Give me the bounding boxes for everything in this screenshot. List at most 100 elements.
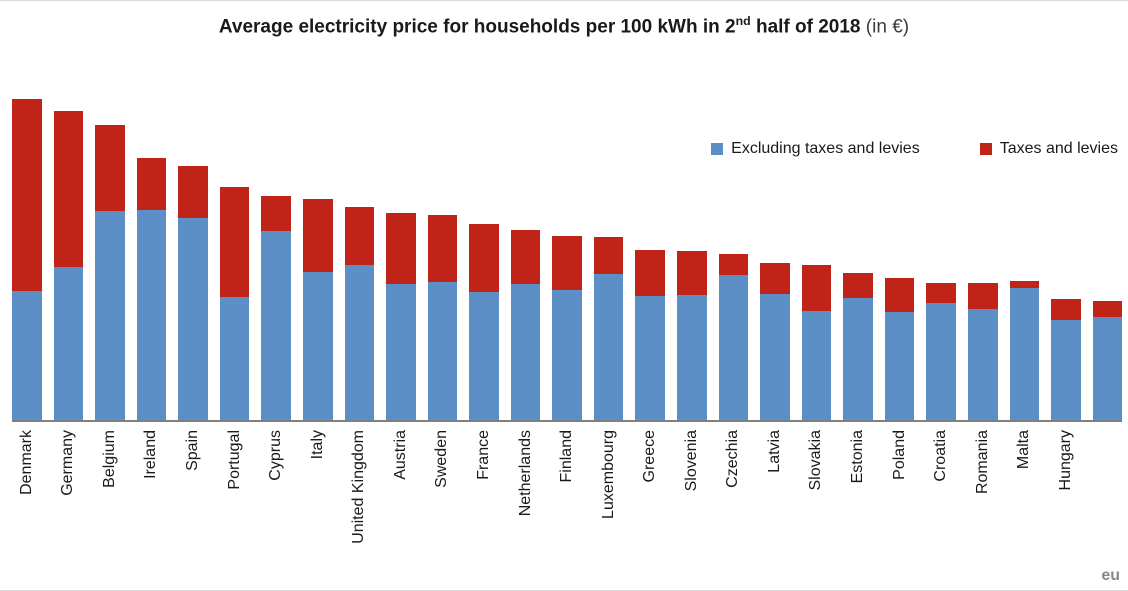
bar-segment-base	[178, 218, 208, 420]
bar-segment-base	[1051, 320, 1081, 420]
title-tail: half of 2018	[751, 16, 861, 37]
legend-item-taxes: Taxes and levies	[980, 140, 1118, 158]
x-axis-label: Austria	[386, 430, 416, 570]
x-axis-label: Slovenia	[677, 430, 707, 570]
x-axis-label-text: Slovenia	[683, 430, 701, 491]
x-axis-label: Malta	[1010, 430, 1040, 570]
x-axis-label-text: Sweden	[433, 430, 451, 488]
x-axis-label: Greece	[635, 430, 665, 570]
x-axis-label: United Kingdom	[345, 430, 375, 570]
bar	[220, 90, 250, 420]
bar-segment-taxes	[635, 250, 665, 296]
x-axis-label-text: Poland	[891, 430, 909, 480]
bar	[469, 90, 499, 420]
x-axis-label-text: Finland	[558, 430, 576, 482]
bar-segment-base	[511, 284, 541, 420]
bar-segment-base	[843, 298, 873, 420]
x-axis-label-text: Ireland	[142, 430, 160, 479]
x-axis-label: Spain	[178, 430, 208, 570]
x-axis-label-text: Portugal	[226, 430, 244, 490]
bar-segment-base	[95, 211, 125, 420]
bar-segment-taxes	[594, 237, 624, 273]
bar-segment-base	[54, 267, 84, 420]
title-unit: (in €)	[861, 16, 910, 37]
bar	[54, 90, 84, 420]
x-axis-label-text: Romania	[974, 430, 992, 494]
legend-swatch-base	[711, 143, 723, 155]
x-axis-label-text: Czechia	[724, 430, 742, 488]
x-axis-label-text: Italy	[309, 430, 327, 459]
bar-segment-taxes	[345, 207, 375, 266]
x-axis-label	[1093, 430, 1123, 570]
bar-segment-taxes	[1093, 301, 1123, 316]
bar-segment-taxes	[469, 224, 499, 292]
x-axis-label: Germany	[54, 430, 84, 570]
x-axis-label-text: Denmark	[18, 430, 36, 495]
footer-source: eu	[1101, 567, 1120, 585]
x-axis-label-text: Netherlands	[517, 430, 535, 516]
x-axis-label: Czechia	[719, 430, 749, 570]
bar-segment-base	[802, 311, 832, 420]
bar-segment-taxes	[54, 111, 84, 268]
x-axis-label-text: Belgium	[101, 430, 119, 488]
x-axis-label: Romania	[968, 430, 998, 570]
x-axis-label: Denmark	[12, 430, 42, 570]
bar-segment-base	[760, 294, 790, 420]
x-axis-label-text: Germany	[59, 430, 77, 496]
bar	[12, 90, 42, 420]
x-axis-labels: Denmark Germany Belgium Ireland Spain Portuga…	[12, 430, 1122, 570]
bar-segment-taxes	[95, 125, 125, 211]
x-axis-label: Belgium	[95, 430, 125, 570]
bar	[303, 90, 333, 420]
x-axis-label-text: France	[475, 430, 493, 480]
bar	[428, 90, 458, 420]
bar-segment-base	[428, 282, 458, 420]
bar	[178, 90, 208, 420]
x-axis-label-text: Slovakia	[807, 430, 825, 490]
bar-segment-base	[1010, 288, 1040, 420]
x-axis-label: Luxembourg	[594, 430, 624, 570]
bar-segment-taxes	[303, 199, 333, 271]
bar-segment-taxes	[12, 99, 42, 291]
bar-segment-taxes	[178, 166, 208, 218]
x-axis-label-text: Spain	[184, 430, 202, 471]
bar-segment-taxes	[552, 236, 582, 290]
bar-segment-base	[926, 303, 956, 420]
legend-label-base: Excluding taxes and levies	[731, 140, 920, 158]
bar-segment-taxes	[220, 187, 250, 297]
bar-segment-taxes	[1051, 299, 1081, 320]
x-axis-label-text: Luxembourg	[600, 430, 618, 519]
bar-segment-base	[677, 295, 707, 420]
x-axis-label-text: Hungary	[1057, 430, 1075, 490]
bar-segment-base	[137, 210, 167, 420]
x-axis-label: Finland	[552, 430, 582, 570]
x-axis-label: Netherlands	[511, 430, 541, 570]
bar	[511, 90, 541, 420]
x-axis-label: Portugal	[220, 430, 250, 570]
x-axis-label-text: Croatia	[932, 430, 950, 482]
bar	[261, 90, 291, 420]
x-axis-label-text: Greece	[641, 430, 659, 482]
legend-item-base: Excluding taxes and levies	[711, 140, 920, 158]
x-axis-label: Poland	[885, 430, 915, 570]
bar-segment-taxes	[428, 215, 458, 282]
x-axis-label-text: Latvia	[766, 430, 784, 473]
x-axis-label-text: Malta	[1015, 430, 1033, 469]
bar-segment-taxes	[760, 263, 790, 294]
x-axis-label-text: Cyprus	[267, 430, 285, 481]
bar-segment-taxes	[677, 251, 707, 295]
bar-segment-taxes	[386, 213, 416, 284]
bar	[137, 90, 167, 420]
bar	[386, 90, 416, 420]
x-axis-label: Cyprus	[261, 430, 291, 570]
bar-segment-base	[12, 291, 42, 420]
bar-segment-base	[635, 296, 665, 420]
title-superscript: nd	[736, 14, 751, 28]
x-axis-label: Italy	[303, 430, 333, 570]
chart-title: Average electricity price for households…	[0, 14, 1128, 38]
bar-segment-taxes	[885, 278, 915, 312]
bar-segment-taxes	[719, 254, 749, 275]
bar-segment-taxes	[511, 230, 541, 284]
bar-segment-taxes	[137, 158, 167, 210]
x-axis-label: Hungary	[1051, 430, 1081, 570]
